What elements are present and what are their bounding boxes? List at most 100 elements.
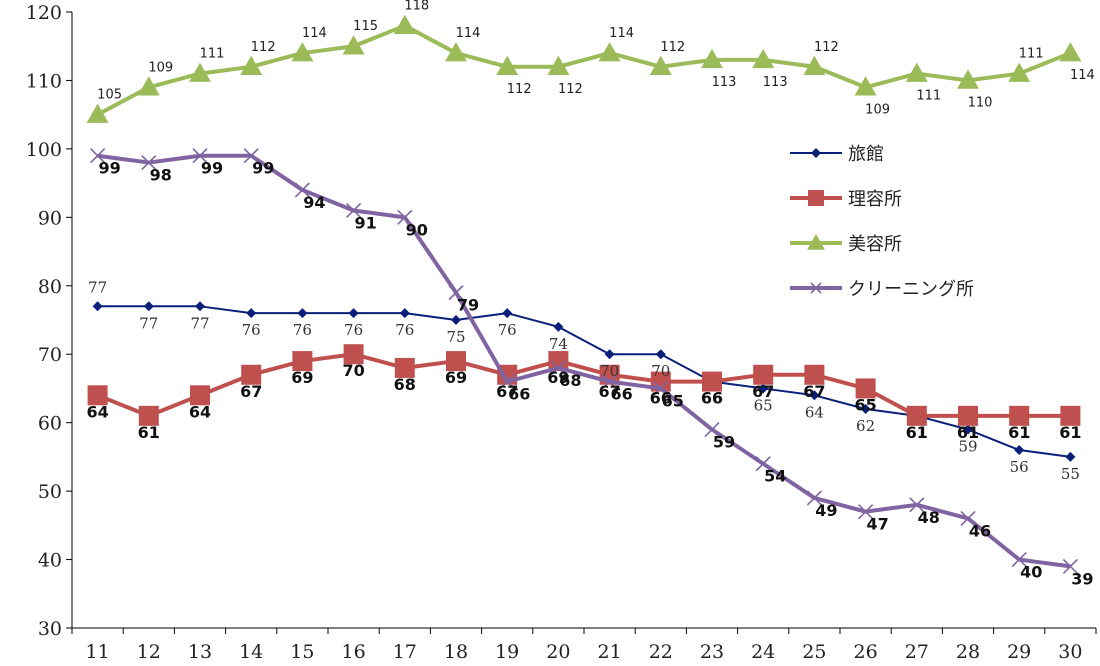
series-2-point xyxy=(649,55,672,76)
series-3-point xyxy=(858,504,874,520)
series-0-point xyxy=(758,383,769,394)
series-1-point xyxy=(343,344,364,365)
series-0-data-label: 64 xyxy=(805,403,824,421)
series-3-data-label: 90 xyxy=(406,220,428,239)
series-2-point xyxy=(86,103,109,123)
series-2-point xyxy=(807,234,825,250)
series-1 xyxy=(87,344,1081,426)
series-0-data-label: 76 xyxy=(242,321,261,339)
series-3-data-label: 66 xyxy=(508,385,530,404)
series-2-point xyxy=(445,42,467,62)
series-0-point xyxy=(553,321,564,332)
series-2-data-label: 111 xyxy=(200,47,225,62)
x-tick-label: 18 xyxy=(444,641,468,663)
series-1-data-label: 69 xyxy=(291,368,313,387)
series-0-point xyxy=(604,349,615,360)
series-3-data-label: 47 xyxy=(866,515,888,534)
series-0-data-label: 65 xyxy=(754,396,773,414)
series-0-data-label: 77 xyxy=(139,314,158,332)
series-2-data-label: 114 xyxy=(302,26,327,41)
series-0-data-label: 76 xyxy=(498,321,517,339)
series-1-data-label: 67 xyxy=(240,382,262,401)
series-1-data-label: 67 xyxy=(752,382,774,401)
x-tick-label: 19 xyxy=(495,641,519,663)
series-2-data-label: 113 xyxy=(712,75,737,90)
series-3-point xyxy=(90,148,106,164)
series-3-line xyxy=(97,153,1071,569)
y-tick-label: 30 xyxy=(38,618,62,640)
series-0-data-label: 77 xyxy=(88,278,107,296)
series-2-data-label: 115 xyxy=(353,19,378,34)
series-3-point xyxy=(499,374,515,390)
series-2-point xyxy=(752,48,775,69)
series-3-point xyxy=(909,497,925,513)
series-0-data-label: 62 xyxy=(856,417,875,435)
series-0-data-label: 61 xyxy=(907,424,926,442)
series-2-data-label: 114 xyxy=(456,26,481,41)
series-3-data-label: 39 xyxy=(1071,569,1093,588)
series-3-data-label: 49 xyxy=(815,501,837,520)
series-1-point xyxy=(753,364,774,385)
series-3-data-label: 94 xyxy=(303,193,325,212)
y-tick-label: 110 xyxy=(26,70,62,92)
series-1-point xyxy=(190,385,210,406)
series-1-point xyxy=(808,190,824,206)
series-3 xyxy=(90,148,1078,574)
series-1-data-label: 69 xyxy=(445,368,467,387)
series-1-data-label: 61 xyxy=(957,423,979,442)
series-3-point xyxy=(294,182,310,198)
y-tick-label: 80 xyxy=(38,276,62,298)
series-1-data-label: 67 xyxy=(496,382,518,401)
x-tick-label: 16 xyxy=(342,641,366,663)
series-2-point xyxy=(598,42,621,62)
x-tick-label: 30 xyxy=(1058,641,1082,663)
series-2-point xyxy=(957,69,979,89)
series-3-data-label: 65 xyxy=(662,391,684,410)
series-2-data-label: 109 xyxy=(865,102,890,117)
series-1-point xyxy=(702,371,722,392)
x-tick-label: 12 xyxy=(137,641,161,663)
x-tick-label: 28 xyxy=(956,641,980,663)
series-3-data-label: 79 xyxy=(457,296,479,315)
series-2-data-label: 109 xyxy=(148,60,173,75)
series-2-point xyxy=(1059,42,1082,62)
legend-label: 旅館 xyxy=(848,144,884,165)
series-0-point xyxy=(963,424,973,435)
series-0-point xyxy=(246,308,257,319)
series-3-data-label: 40 xyxy=(1020,563,1042,582)
legend-label: 理容所 xyxy=(848,189,902,210)
series-2-point xyxy=(803,55,826,76)
series-1-data-label: 61 xyxy=(138,423,160,442)
series-3-point xyxy=(1062,558,1078,574)
series-2-line xyxy=(96,23,1072,117)
series-1-point xyxy=(804,364,825,385)
series-3-data-label: 46 xyxy=(969,521,991,540)
series-3-point xyxy=(602,374,618,390)
series-2-data-label: 113 xyxy=(763,75,788,90)
series-3-data-label: 99 xyxy=(252,159,274,178)
x-tick-label: 13 xyxy=(188,641,212,663)
series-1-data-label: 65 xyxy=(854,395,876,414)
series-2-point xyxy=(291,42,314,62)
series-0-data-label: 75 xyxy=(446,328,465,346)
x-tick-label: 25 xyxy=(802,641,826,663)
legend-item-1: 理容所 xyxy=(790,189,902,210)
series-2-data-label: 112 xyxy=(814,40,839,55)
series-2-point xyxy=(905,62,928,82)
series-1-point xyxy=(1009,405,1030,426)
series-1-data-label: 68 xyxy=(394,375,416,394)
x-tick-label: 21 xyxy=(598,641,622,663)
series-1-point xyxy=(292,351,313,372)
x-tick-label: 14 xyxy=(239,641,263,663)
y-tick-label: 120 xyxy=(26,2,62,24)
series-1-point xyxy=(906,405,927,426)
legend-item-3: クリーニング所 xyxy=(790,279,974,300)
series-2 xyxy=(86,14,1082,123)
series-0-data-label: 76 xyxy=(293,321,312,339)
series-3-data-label: 98 xyxy=(150,166,172,185)
series-2-point xyxy=(240,55,263,76)
series-3-point xyxy=(755,456,771,472)
series-3-point xyxy=(141,155,157,171)
